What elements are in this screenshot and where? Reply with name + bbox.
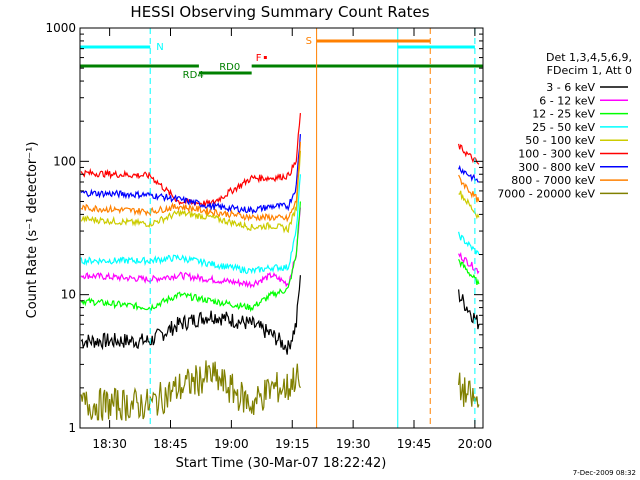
chart-title: HESSI Observing Summary Count Rates — [130, 3, 429, 21]
series-line — [458, 251, 480, 275]
legend-header: FDecim 1, Att 0 — [547, 64, 632, 77]
plot-frame — [79, 27, 484, 429]
series-line — [80, 134, 301, 215]
legend-entry: 800 - 7000 keV — [511, 174, 595, 187]
legend-header: Det 1,3,4,5,6,9, — [546, 51, 632, 64]
legend-entry: 7000 - 20000 keV — [497, 187, 595, 200]
x-tick-label: 18:45 — [153, 437, 188, 451]
series-line — [458, 231, 480, 255]
series-line — [80, 207, 301, 289]
x-tick-label: 19:30 — [336, 437, 371, 451]
annot-label-RD0: RD0 — [219, 62, 240, 73]
legend-entry: 100 - 300 keV — [518, 148, 595, 161]
legend-entry: 300 - 800 keV — [518, 161, 595, 174]
annot-label-RD4: RD4 — [183, 70, 204, 81]
legend-entry: 25 - 50 keV — [532, 121, 595, 134]
timestamp-label: 7-Dec-2009 08:32 — [573, 469, 636, 477]
series-line — [458, 164, 480, 183]
annot-label-N: N — [156, 42, 163, 53]
y-tick-label: 10 — [61, 288, 76, 302]
series-line — [458, 372, 480, 408]
x-tick-label: 19:45 — [397, 437, 432, 451]
y-tick-label: 1000 — [45, 21, 76, 35]
x-tick-label: 18:30 — [92, 437, 127, 451]
series-line — [458, 174, 480, 203]
series-line — [80, 360, 301, 421]
series-line — [80, 201, 301, 313]
legend-entry: 3 - 6 keV — [546, 81, 595, 94]
series-line — [80, 141, 301, 223]
legend-entry: 12 - 25 keV — [532, 108, 595, 121]
x-axis-label: Start Time (30-Mar-07 18:22:42) — [176, 456, 387, 471]
x-tick-label: 19:15 — [275, 437, 310, 451]
series-line — [80, 150, 301, 234]
x-tick-label: 20:00 — [458, 437, 493, 451]
y-axis-label: Count Rate (s⁻¹ detector⁻¹) — [25, 142, 40, 319]
series-line — [458, 259, 480, 286]
series-line — [80, 174, 301, 275]
legend-entry: 6 - 12 keV — [539, 94, 595, 107]
series-line — [80, 275, 301, 355]
legend-entry: 50 - 100 keV — [525, 134, 595, 147]
series-line — [458, 143, 480, 165]
series-line — [458, 289, 480, 330]
flare-marker — [263, 56, 267, 59]
x-tick-label: 19:00 — [214, 437, 249, 451]
annot-label-F: F — [256, 53, 262, 64]
y-tick-label: 1 — [68, 421, 76, 435]
annot-label-S: S — [306, 36, 312, 47]
y-tick-label: 100 — [53, 154, 76, 168]
series-line — [458, 190, 480, 220]
